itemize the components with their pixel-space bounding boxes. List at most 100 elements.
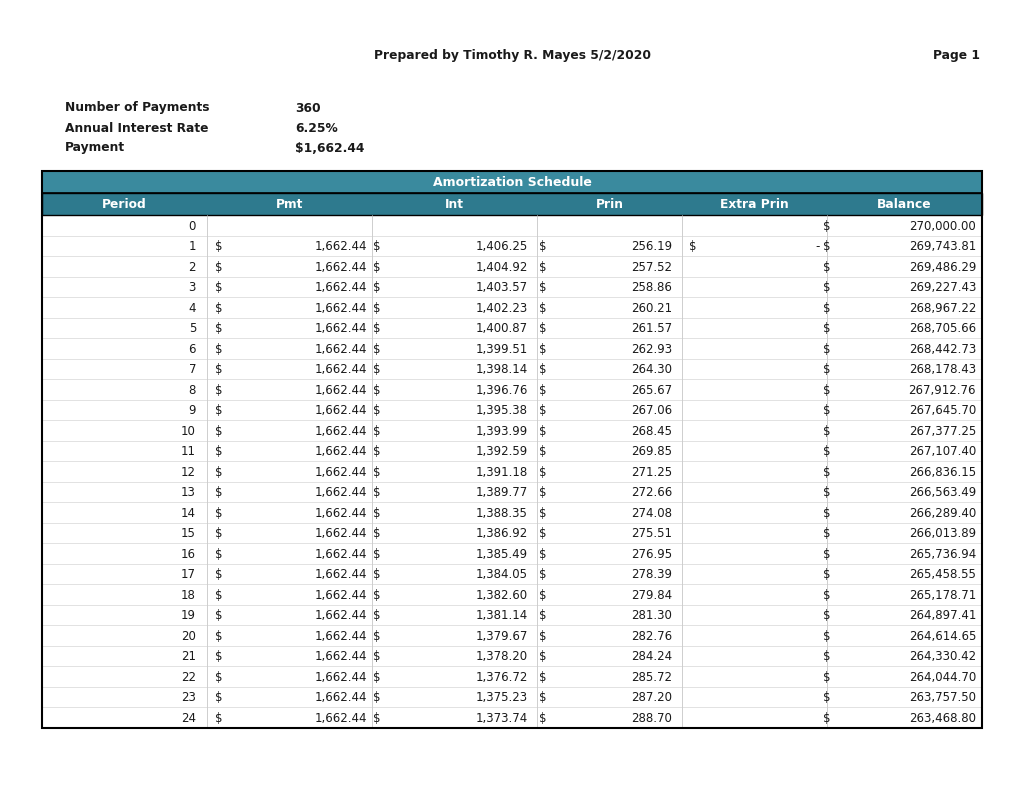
Text: 274.08: 274.08 <box>631 506 672 519</box>
Text: $: $ <box>539 588 546 601</box>
Text: 1,662.44: 1,662.44 <box>314 424 367 437</box>
Text: 267,912.76: 267,912.76 <box>908 384 976 397</box>
Text: 262.93: 262.93 <box>631 342 672 355</box>
Text: $: $ <box>214 711 222 724</box>
Text: $: $ <box>214 342 222 355</box>
Text: 16: 16 <box>181 547 196 560</box>
Text: $: $ <box>214 260 222 273</box>
Text: 269,486.29: 269,486.29 <box>908 260 976 273</box>
Text: 279.84: 279.84 <box>631 588 672 601</box>
Text: 1,662.44: 1,662.44 <box>314 363 367 375</box>
Text: $: $ <box>823 342 831 355</box>
Text: 1,662.44: 1,662.44 <box>314 711 367 724</box>
Text: 1,395.38: 1,395.38 <box>476 404 528 417</box>
Text: $: $ <box>823 444 831 457</box>
Text: 284.24: 284.24 <box>631 650 672 663</box>
Text: $: $ <box>374 322 381 335</box>
Text: $: $ <box>374 650 381 663</box>
Text: 268,442.73: 268,442.73 <box>908 342 976 355</box>
Text: 1,662.44: 1,662.44 <box>314 322 367 335</box>
Text: 6: 6 <box>188 342 196 355</box>
Text: 257.52: 257.52 <box>631 260 672 273</box>
Text: $: $ <box>539 281 546 294</box>
Text: $: $ <box>689 240 697 253</box>
Text: $: $ <box>539 322 546 335</box>
Text: 276.95: 276.95 <box>631 547 672 560</box>
Text: 1: 1 <box>188 240 196 253</box>
Text: 265,736.94: 265,736.94 <box>908 547 976 560</box>
Text: 1,379.67: 1,379.67 <box>475 629 528 642</box>
Text: $: $ <box>214 506 222 519</box>
Text: 11: 11 <box>181 444 196 457</box>
Text: 1,404.92: 1,404.92 <box>475 260 528 273</box>
Text: 261.57: 261.57 <box>631 322 672 335</box>
Text: 266,836.15: 266,836.15 <box>909 466 976 478</box>
Text: $: $ <box>374 260 381 273</box>
Text: 17: 17 <box>181 568 196 581</box>
Text: 267,377.25: 267,377.25 <box>908 424 976 437</box>
Text: $: $ <box>214 384 222 397</box>
Text: $: $ <box>823 424 831 437</box>
Text: Int: Int <box>445 198 464 211</box>
Text: 267.06: 267.06 <box>631 404 672 417</box>
Text: 12: 12 <box>181 466 196 478</box>
Text: 268,967.22: 268,967.22 <box>908 302 976 315</box>
Text: $: $ <box>823 220 831 233</box>
Text: $: $ <box>539 568 546 581</box>
Text: $: $ <box>374 342 381 355</box>
Text: $: $ <box>823 690 831 703</box>
Text: $: $ <box>374 466 381 478</box>
Text: Balance: Balance <box>878 198 932 211</box>
Text: Page 1: Page 1 <box>933 49 980 62</box>
Text: $: $ <box>374 670 381 683</box>
Text: 1,388.35: 1,388.35 <box>476 506 528 519</box>
Text: 6.25%: 6.25% <box>295 122 338 135</box>
Text: $: $ <box>823 240 831 253</box>
Text: 21: 21 <box>181 650 196 663</box>
Text: $: $ <box>823 526 831 539</box>
Text: 1,662.44: 1,662.44 <box>314 506 367 519</box>
Text: $: $ <box>374 690 381 703</box>
Text: 1,382.60: 1,382.60 <box>476 588 528 601</box>
Text: 1,403.57: 1,403.57 <box>476 281 528 294</box>
Text: 1,662.44: 1,662.44 <box>314 650 367 663</box>
Text: $: $ <box>374 302 381 315</box>
Text: $: $ <box>374 281 381 294</box>
Text: 1,389.77: 1,389.77 <box>476 486 528 499</box>
Text: $: $ <box>374 363 381 375</box>
Text: 275.51: 275.51 <box>631 526 672 539</box>
Text: 1,392.59: 1,392.59 <box>476 444 528 457</box>
Text: $: $ <box>539 526 546 539</box>
Text: $: $ <box>374 424 381 437</box>
Text: $: $ <box>214 424 222 437</box>
Text: $: $ <box>214 650 222 663</box>
Text: 23: 23 <box>181 690 196 703</box>
Text: $: $ <box>374 526 381 539</box>
Text: 266,013.89: 266,013.89 <box>909 526 976 539</box>
Text: 1,386.92: 1,386.92 <box>476 526 528 539</box>
Text: 1,398.14: 1,398.14 <box>476 363 528 375</box>
Text: 268,705.66: 268,705.66 <box>909 322 976 335</box>
Text: $: $ <box>539 342 546 355</box>
Text: 1,662.44: 1,662.44 <box>314 281 367 294</box>
Text: $: $ <box>823 281 831 294</box>
Text: $: $ <box>823 506 831 519</box>
Text: $: $ <box>214 588 222 601</box>
Text: $: $ <box>374 588 381 601</box>
Text: 1,402.23: 1,402.23 <box>476 302 528 315</box>
Text: 285.72: 285.72 <box>631 670 672 683</box>
Text: 4: 4 <box>188 302 196 315</box>
Text: $: $ <box>539 711 546 724</box>
Text: 1,662.44: 1,662.44 <box>314 404 367 417</box>
Text: 9: 9 <box>188 404 196 417</box>
Text: Annual Interest Rate: Annual Interest Rate <box>65 122 209 135</box>
Bar <box>42 172 982 727</box>
Text: 1,384.05: 1,384.05 <box>476 568 528 581</box>
Text: $: $ <box>374 506 381 519</box>
Text: 10: 10 <box>181 424 196 437</box>
Text: $: $ <box>539 608 546 621</box>
Text: $: $ <box>214 568 222 581</box>
Text: $: $ <box>214 629 222 642</box>
Text: $: $ <box>539 650 546 663</box>
Text: $: $ <box>214 670 222 683</box>
